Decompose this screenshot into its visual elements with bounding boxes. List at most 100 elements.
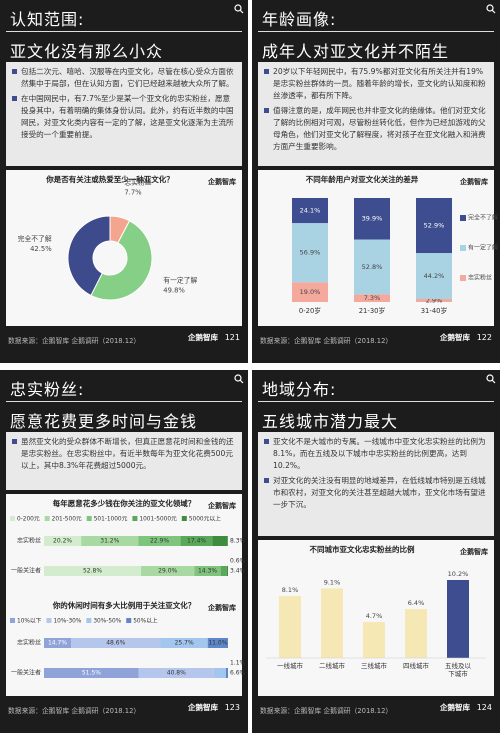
bar-segment	[44, 536, 82, 546]
bar-segment	[138, 668, 214, 678]
search-icon-handle	[491, 379, 496, 384]
source: 数据来源：企鹅智库 企鹅调研（2018.12）	[8, 707, 141, 715]
chart-title: 你是否有关注或热爱至少一种亚文化？	[45, 174, 174, 184]
search-icon-handle	[491, 9, 496, 14]
panel: 地域分布: 五线城市潜力最大 亚文化不是大城市的专属。一线城市中亚文化忠实粉丝的比例…	[252, 370, 500, 733]
panel: 忠实粉丝: 愿意花费更多时间与金钱 虽然亚文化的受众群体不断增长，但真正愿意花时间和…	[0, 370, 248, 733]
slice-label: 完全不了解	[18, 234, 52, 243]
bar-segment	[416, 198, 452, 254]
x-tick-label: 0-20岁	[299, 306, 321, 315]
legend-label: 50%以上	[133, 617, 158, 625]
y-tick-label: 忠实粉丝	[17, 537, 41, 545]
chart-title: 每年愿意花多少钱在你关注的亚文化领域？	[53, 498, 196, 508]
legend-label: 0-200元	[17, 516, 40, 523]
legend-swatch	[460, 275, 466, 281]
pie-slice	[90, 220, 153, 301]
value-label: 51.5%	[82, 670, 101, 677]
value-label: 40.8%	[167, 670, 186, 677]
legend-label: 10%-30%	[53, 619, 81, 625]
value-label: 22.9%	[150, 538, 169, 545]
value-label: 52.9%	[424, 222, 445, 230]
legend-swatch	[86, 516, 92, 521]
legend-swatch	[132, 516, 138, 521]
legend-swatch	[126, 618, 132, 623]
legend-swatch	[181, 516, 187, 521]
chart-background	[6, 494, 242, 696]
bar-segment	[213, 668, 226, 678]
legend-label: 5000元以上	[189, 515, 221, 523]
bar-segment	[354, 239, 390, 295]
pie-slice	[67, 215, 111, 297]
source: 数据来源：企鹅智库 企鹅调研（2018.12）	[8, 337, 141, 345]
value-label: 17.4%	[187, 538, 206, 545]
value-label: 48.6%	[106, 640, 125, 647]
legend-swatch	[10, 618, 15, 623]
legend-swatch	[10, 516, 15, 521]
x-tick-label: 四线城市	[403, 662, 429, 670]
source: 数据来源：企鹅智库 企鹅调研（2018.12）	[260, 707, 393, 715]
panel-title: 地域分布:	[262, 380, 337, 399]
panel-title: 忠实粉丝:	[10, 380, 85, 399]
bar-segment	[180, 536, 213, 546]
footer-logo: 企鹅智库	[188, 703, 218, 712]
x-tick-label: 二线城市	[319, 662, 345, 670]
bar-segment	[138, 536, 181, 546]
x-tick-label: 五线及以下城市	[445, 662, 471, 678]
value-label: 19.0%	[300, 288, 321, 296]
separator	[6, 31, 242, 32]
value-label: 9.1%	[324, 578, 341, 586]
bar-segment	[416, 253, 452, 299]
y-tick-label: 忠实粉丝	[17, 639, 41, 647]
legend-label: 有一定了解	[468, 244, 498, 252]
legend-label: 完全不了解	[468, 214, 498, 222]
legend-swatch	[460, 245, 466, 251]
value-label: 24.1%	[300, 207, 321, 215]
bar-segment	[44, 566, 142, 576]
value-label: 56.9%	[300, 249, 321, 257]
slice-label: 有一定了解	[163, 276, 197, 285]
value-label: 0.6%	[230, 558, 246, 565]
bullet-box: 包括二次元、嘻哈、汉服等在内亚文化，尽管在核心受众方面依然集中于局部，但在认知方…	[6, 62, 242, 166]
bullet-box: 虽然亚文化的受众群体不断增长，但真正愿意花时间和金钱的还是忠实粉丝。在忠实粉丝中…	[6, 432, 242, 490]
separator	[6, 401, 242, 402]
panel-subtitle: 亚文化没有那么小众	[10, 42, 164, 61]
legend-label: 10%以下	[17, 618, 42, 625]
value-label: 3.4%	[230, 568, 246, 575]
bar-segment	[292, 223, 328, 283]
value-label: 39.9%	[362, 215, 383, 223]
value-label: 8.3%	[230, 538, 246, 545]
bullet-box: 亚文化不是大城市的专属。一线城市中亚文化忠实粉丝的比例为8.1%，而在五线及以下…	[258, 432, 494, 536]
bar	[447, 580, 469, 658]
bar-segment	[194, 566, 221, 576]
panel-title: 年龄画像:	[262, 10, 337, 29]
y-tick-label: 一般关注者	[11, 669, 41, 677]
page-number: 121	[224, 333, 240, 342]
search-icon	[234, 4, 242, 12]
bar-segment	[354, 198, 390, 240]
bullet: 值得注意的是，成年网民也并非亚文化的绝缘体。他们对亚文化了解的比例相对可观，尽管…	[264, 105, 488, 153]
chart-area: 企鹅智库 你是否有关注或热爱至少一种亚文化？忠实粉丝 7.7% 有一定了解 49.8% 完…	[6, 4, 244, 326]
bar-segment	[225, 668, 228, 678]
chart-area: 企鹅智库 不同年龄用户对亚文化关注的差异 19.0% 56.9% 24.1% 0-20岁 7…	[258, 4, 498, 326]
bar-segment	[44, 668, 139, 678]
slice-label: 忠实粉丝	[124, 178, 151, 187]
bar	[279, 596, 301, 658]
legend-swatch	[86, 618, 92, 623]
legend-label: 501-1000元	[94, 516, 128, 523]
legend-swatch	[46, 618, 52, 623]
value-label: 4.7%	[366, 612, 383, 620]
panel: 认知范围: 亚文化没有那么小众 包括二次元、嘻哈、汉服等在内亚文化，尽管在核心受众方…	[0, 0, 248, 363]
panel: 年龄画像: 成年人对亚文化并不陌生 20岁以下年轻网民中，有75.9%都对亚文化有所…	[252, 0, 500, 363]
legend-label: 201-500元	[52, 516, 82, 523]
separator	[258, 31, 494, 32]
value-label: 14.3%	[198, 568, 217, 575]
value-label: 31.2%	[100, 538, 119, 545]
value-label: 1.1%	[230, 660, 246, 667]
value-label: 11.0%	[208, 640, 227, 647]
bar	[363, 622, 385, 658]
legend-swatch	[44, 516, 50, 521]
value-label: 6.6%	[230, 670, 246, 677]
logo: 企鹅智库	[207, 177, 236, 186]
value-label: 8.1%	[282, 586, 299, 594]
x-tick-label: 31-40岁	[421, 306, 448, 315]
